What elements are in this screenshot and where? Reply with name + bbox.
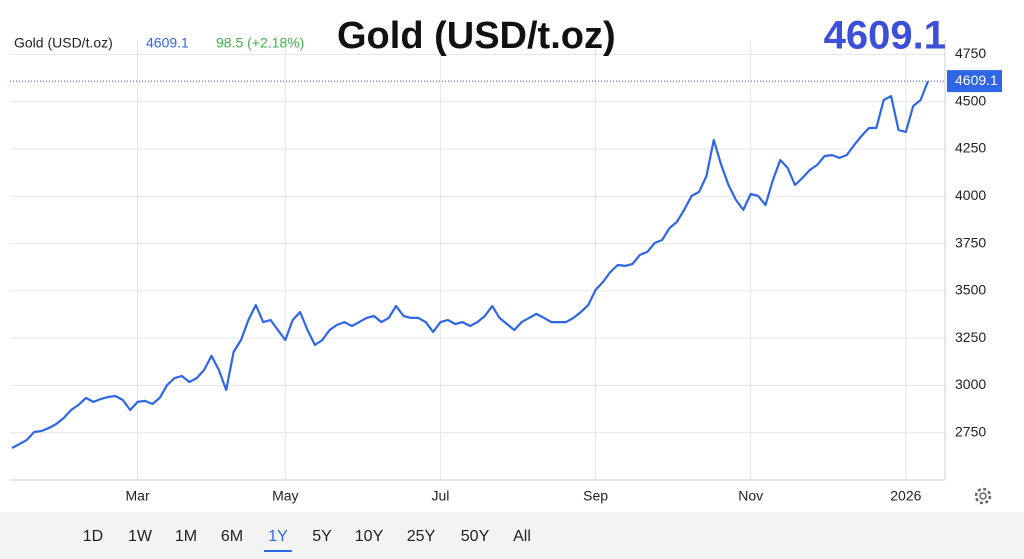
- range-button[interactable]: 1D: [83, 528, 103, 545]
- range-button[interactable]: 1Y: [268, 528, 288, 545]
- x-tick-label: Mar: [126, 488, 150, 504]
- y-tick-label: 4500: [955, 92, 986, 108]
- y-tick-label: 4250: [955, 140, 986, 156]
- big-price: 4609.1: [824, 14, 946, 58]
- range-button[interactable]: 1M: [175, 528, 197, 545]
- y-tick-label: 4750: [955, 45, 986, 61]
- y-tick-label: 3750: [955, 234, 986, 250]
- range-button[interactable]: 1W: [128, 528, 153, 545]
- range-button[interactable]: 5Y: [312, 528, 332, 545]
- chart-title: Gold (USD/t.oz): [337, 15, 616, 57]
- y-tick-label: 4000: [955, 187, 986, 203]
- y-tick-label: 3500: [955, 282, 986, 298]
- legend-name: Gold (USD/t.oz): [14, 35, 113, 51]
- y-tick-label: 3000: [955, 376, 986, 392]
- x-tick-label: May: [272, 488, 298, 504]
- y-tick-label: 2750: [955, 423, 986, 439]
- y-tick-label: 3250: [955, 329, 986, 345]
- last-price-tag: [947, 70, 1002, 93]
- range-button[interactable]: 6M: [221, 528, 243, 545]
- x-tick-label: 2026: [890, 488, 921, 504]
- range-button[interactable]: 10Y: [355, 528, 384, 545]
- x-tick-label: Sep: [583, 488, 608, 504]
- range-button[interactable]: 25Y: [407, 528, 436, 545]
- legend-change: 98.5 (+2.18%): [216, 35, 304, 51]
- settings-icon[interactable]: [974, 487, 992, 505]
- x-tick-label: Nov: [738, 488, 763, 504]
- range-button[interactable]: 50Y: [461, 528, 490, 545]
- legend-price: 4609.1: [146, 35, 189, 51]
- range-bar: [0, 512, 1024, 559]
- range-button[interactable]: All: [513, 528, 531, 545]
- x-tick-label: Jul: [431, 488, 449, 504]
- last-price-label: 4609.1: [955, 72, 998, 88]
- price-line: [11, 80, 930, 449]
